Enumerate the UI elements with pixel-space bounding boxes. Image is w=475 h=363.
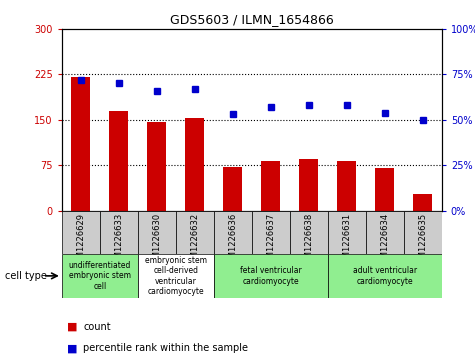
Bar: [375, 168, 394, 211]
Text: GSM1226629: GSM1226629: [76, 213, 85, 269]
Text: count: count: [83, 322, 111, 332]
Text: adult ventricular
cardiomyocyte: adult ventricular cardiomyocyte: [352, 266, 417, 286]
Bar: [138, 211, 176, 254]
Bar: [214, 254, 328, 298]
Text: embryonic stem
cell-derived
ventricular
cardiomyocyte: embryonic stem cell-derived ventricular …: [145, 256, 207, 296]
Text: cell type: cell type: [5, 271, 47, 281]
Bar: [214, 211, 252, 254]
Text: ■: ■: [66, 343, 77, 354]
Bar: [261, 161, 280, 211]
Bar: [299, 159, 318, 211]
Text: fetal ventricular
cardiomyocyte: fetal ventricular cardiomyocyte: [240, 266, 302, 286]
Text: ■: ■: [66, 322, 77, 332]
Title: GDS5603 / ILMN_1654866: GDS5603 / ILMN_1654866: [170, 13, 333, 26]
Bar: [62, 211, 100, 254]
Bar: [366, 211, 404, 254]
Text: undifferentiated
embryonic stem
cell: undifferentiated embryonic stem cell: [68, 261, 131, 291]
Text: GSM1226632: GSM1226632: [190, 213, 199, 269]
Text: GSM1226634: GSM1226634: [380, 213, 389, 269]
Text: percentile rank within the sample: percentile rank within the sample: [83, 343, 248, 354]
Bar: [337, 161, 356, 211]
Bar: [176, 211, 214, 254]
Text: GSM1226633: GSM1226633: [114, 213, 123, 269]
Text: GSM1226630: GSM1226630: [152, 213, 161, 269]
Text: GSM1226631: GSM1226631: [342, 213, 351, 269]
Bar: [404, 211, 442, 254]
Text: GSM1226638: GSM1226638: [304, 213, 313, 269]
Bar: [252, 211, 290, 254]
Bar: [328, 254, 442, 298]
Bar: [138, 254, 214, 298]
Text: GSM1226637: GSM1226637: [266, 213, 275, 269]
Text: GSM1226635: GSM1226635: [418, 213, 427, 269]
Text: GSM1226636: GSM1226636: [228, 213, 237, 269]
Bar: [147, 122, 166, 211]
Bar: [328, 211, 366, 254]
Bar: [62, 254, 138, 298]
Bar: [100, 211, 138, 254]
Bar: [223, 167, 242, 211]
Bar: [290, 211, 328, 254]
Bar: [185, 118, 204, 211]
Bar: [71, 77, 90, 211]
Bar: [413, 193, 432, 211]
Bar: [109, 111, 128, 211]
